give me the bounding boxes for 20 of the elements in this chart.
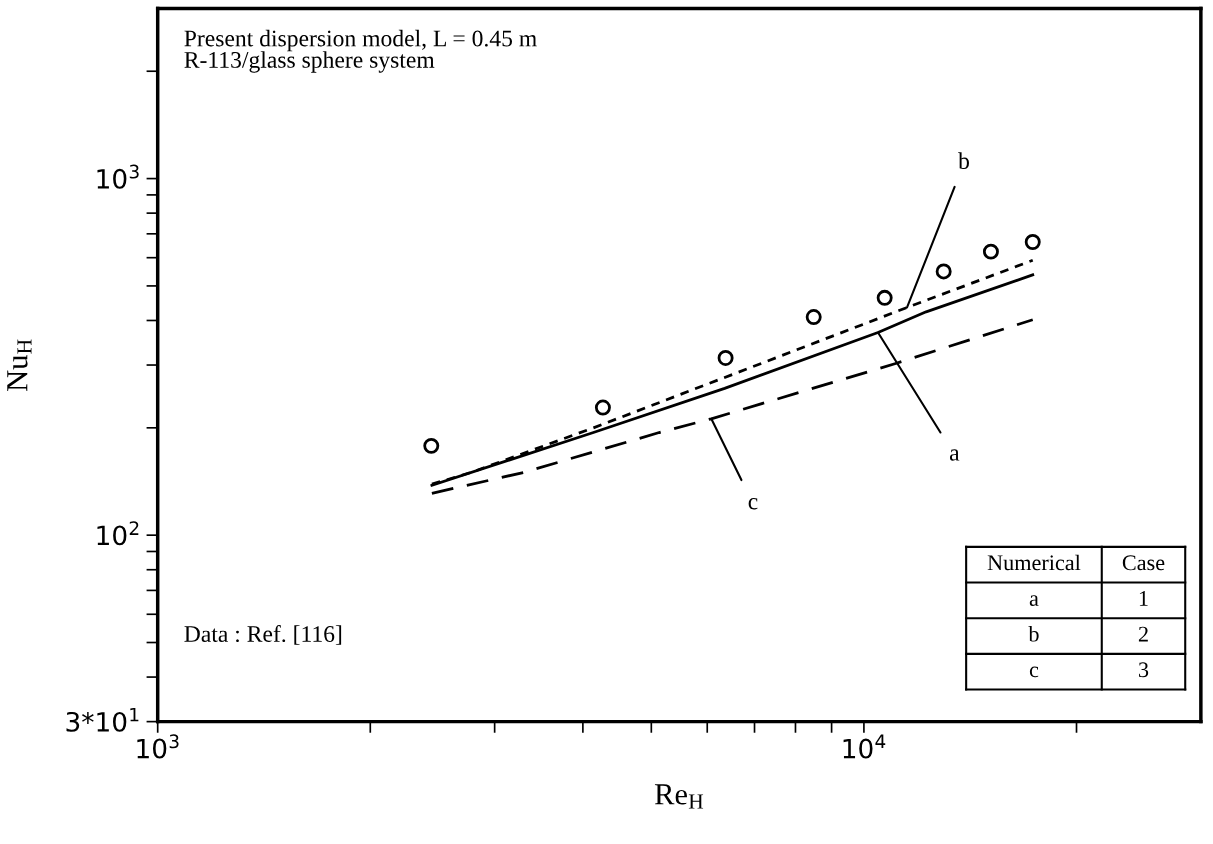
annotation: Present dispersion model, L = 0.45 m [184,29,537,52]
y-tick-label: 10$^{3}$ [97,164,139,189]
annotation: c [1029,666,1039,678]
annotation: a [1029,595,1039,606]
y-tick-label: 3*10$^{1}$ [66,707,139,732]
y-axis-title: Nu$_{H}$ [7,339,32,392]
annotation: c [748,498,758,510]
x-tick-label: 10$^{4}$ [843,734,886,759]
annotation: 1 [1139,591,1148,606]
annotation: Numerical [987,554,1081,571]
annotation: 3 [1139,662,1149,678]
annotation: b [958,152,969,169]
annotation: Case [1122,555,1165,571]
annotation: 2 [1138,626,1148,642]
annotation: R-113/glass sphere system [184,51,435,73]
annotation: a [949,449,960,461]
y-tick-label: 10$^{2}$ [97,521,139,546]
annotation: b [1028,625,1039,642]
annotation: Data : Ref. [116] [184,625,342,645]
x-axis-title: Re$_{H}$ [654,784,704,809]
